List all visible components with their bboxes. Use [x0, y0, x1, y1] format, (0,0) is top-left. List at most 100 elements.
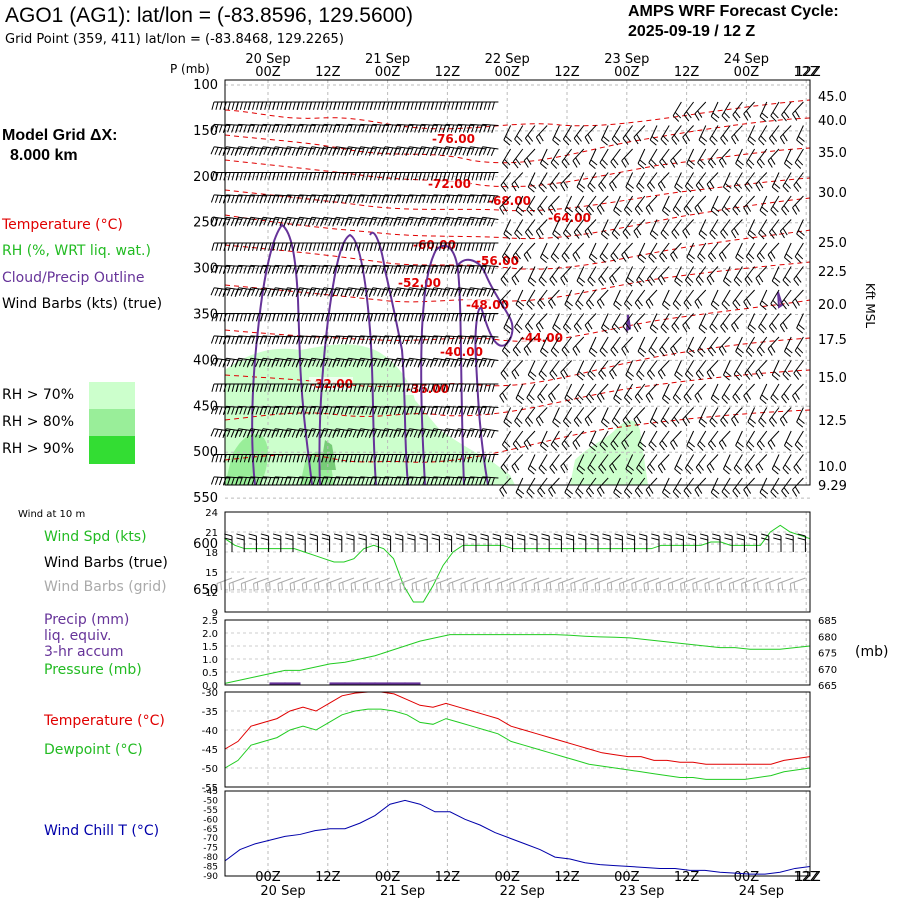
- wind-barb: [610, 242, 621, 263]
- wind-barb: [549, 454, 560, 474]
- legend-rh: RH (%, WRT liq. wat.): [2, 243, 151, 259]
- wind-barb: [697, 430, 707, 451]
- wind-barb: [345, 101, 365, 110]
- pressure-tick-label: 650: [193, 583, 218, 598]
- wind-barb: [479, 194, 499, 204]
- wind-barb: [682, 313, 694, 333]
- wind-barb: [599, 242, 609, 263]
- wind-barb: [674, 454, 683, 475]
- wind10-grid-barb: [680, 577, 696, 592]
- wind10-grid-barb: [570, 577, 586, 592]
- wind10-grid-barb: [692, 577, 708, 592]
- wind-barb: [613, 289, 622, 311]
- pressure-label: Pressure (mb): [44, 662, 142, 678]
- wind10-barb: [516, 533, 526, 552]
- wind-barb: [694, 195, 707, 215]
- wind-barb: [657, 454, 670, 474]
- wind-barb: [771, 454, 781, 475]
- wind10-grid-barb: [777, 577, 794, 592]
- wind-barb: [431, 313, 450, 322]
- legend-temperature: Temperature (°C): [2, 217, 123, 233]
- wind-barb: [382, 242, 401, 251]
- wind-barb: [548, 383, 560, 403]
- wind-barb: [501, 242, 512, 263]
- wind-barb: [622, 313, 633, 333]
- wind-barb: [548, 289, 560, 309]
- wind-barb: [671, 219, 682, 239]
- wind-barb: [467, 242, 487, 251]
- wind-barb: [670, 242, 682, 262]
- wind10-barb: [272, 533, 282, 552]
- wind-barb: [672, 289, 682, 310]
- wind-barb: [759, 383, 769, 405]
- wind-barb: [357, 172, 377, 181]
- temperature-contour-label: -76.00: [432, 132, 475, 146]
- wind-barb: [755, 266, 768, 286]
- wind-barb: [394, 101, 413, 110]
- height-tick-label: 9.29: [818, 479, 847, 494]
- wind-barb: [659, 430, 670, 451]
- wind-barb: [649, 219, 659, 240]
- precip-bar: [344, 682, 361, 685]
- temperature-label-bg: [405, 382, 449, 395]
- precip-tick-label: 1.0: [202, 655, 218, 666]
- wind-barb: [733, 266, 743, 287]
- height-tick-label: 45.0: [818, 90, 847, 105]
- wind-barb: [587, 172, 597, 193]
- wind-barb: [466, 357, 487, 368]
- wind-barb: [709, 407, 719, 428]
- precip-bar: [329, 682, 346, 685]
- wind-barb: [210, 335, 231, 345]
- wind-barb: [793, 266, 804, 286]
- cloud-precip-outline: [625, 314, 632, 332]
- wind-barb: [781, 289, 792, 310]
- wind-barb: [499, 383, 511, 403]
- wind-barb: [587, 266, 597, 287]
- wind-barb: [759, 195, 769, 217]
- wind-barb: [794, 430, 804, 451]
- wind-barb: [515, 289, 525, 311]
- wind-barb: [682, 219, 694, 239]
- wind-barb: [499, 477, 511, 497]
- wind10-grid-barb: [460, 577, 477, 592]
- height-tick-label: 15.0: [818, 371, 847, 386]
- wind-barb: [576, 454, 586, 475]
- wind-barb: [671, 407, 682, 427]
- wind-barb: [572, 430, 585, 450]
- bottom-time-tick: 12Z: [795, 870, 821, 885]
- wind10-grid-barb: [582, 577, 599, 592]
- wind-barb: [527, 172, 537, 193]
- wind-barbs-grid-label: Wind Barbs (grid): [44, 579, 167, 595]
- wind10-grid-barb: [314, 577, 330, 592]
- wind-barb: [610, 336, 621, 357]
- wind-barb: [455, 383, 474, 392]
- wind-barb: [333, 313, 352, 322]
- wind-barb: [538, 360, 548, 381]
- wind-barb: [621, 336, 633, 356]
- cloud-precip-outline: [318, 233, 377, 486]
- height-tick-label: 35.0: [818, 146, 847, 161]
- precip-label: Precip (mm): [44, 612, 130, 628]
- wind10-barb: [590, 533, 599, 552]
- wind-spd-label: Wind Spd (kts): [44, 529, 147, 545]
- wind-tick-label: 9: [212, 608, 218, 619]
- wind-barb: [745, 430, 756, 451]
- wind-barb: [684, 360, 695, 381]
- temperature-label-bg: [519, 331, 563, 344]
- wind-barb: [782, 172, 792, 193]
- wind-barb: [768, 407, 780, 427]
- wind-barb: [659, 336, 670, 357]
- top-time-tick: 12Z: [554, 65, 580, 80]
- temperature-contour: [224, 147, 811, 188]
- windchill-label: Wind Chill T (°C): [44, 823, 160, 839]
- wind-barb: [796, 125, 805, 146]
- wind-barb: [707, 148, 719, 169]
- wind10-grid-barb: [667, 577, 684, 592]
- wind10-grid-barb: [240, 577, 257, 592]
- wind-barb: [333, 101, 352, 110]
- wind-barb: [523, 336, 536, 356]
- temp-tick-label: -50: [202, 764, 218, 775]
- wind-barb: [564, 289, 573, 311]
- pressure-line: [224, 634, 811, 684]
- rh80-swatch: [89, 409, 135, 436]
